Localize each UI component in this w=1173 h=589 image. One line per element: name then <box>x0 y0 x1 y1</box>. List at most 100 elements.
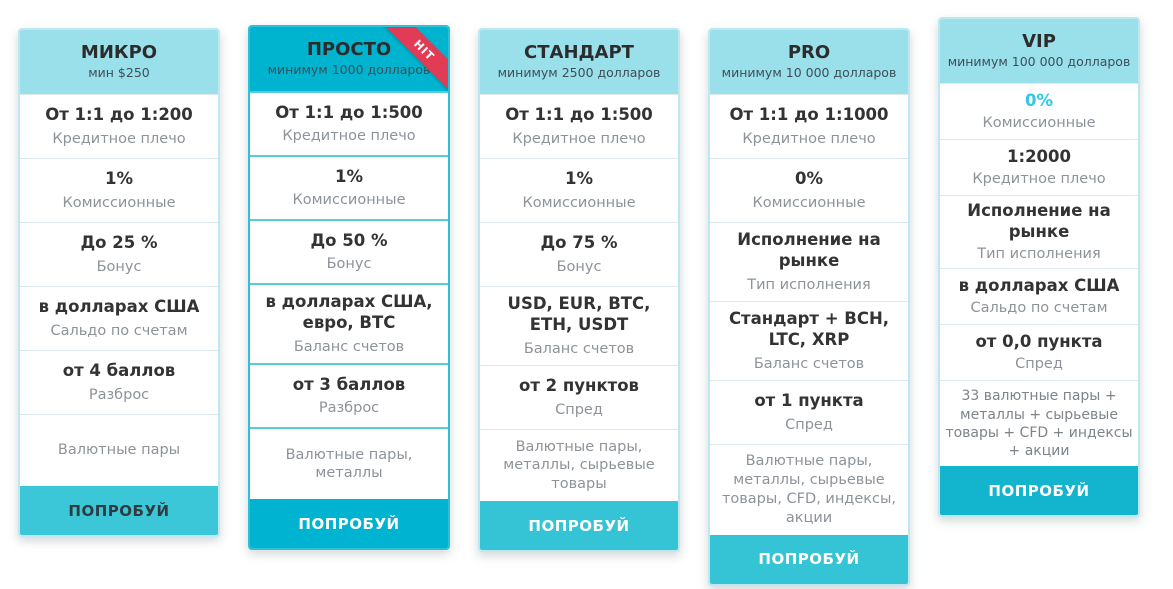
feature-label: Комиссионные <box>752 194 866 211</box>
feature-label: Комиссионные <box>982 114 1096 131</box>
pricing-card-standard: СТАНДАРТ минимум 2500 долларов От 1:1 до… <box>478 28 680 553</box>
feature-row: в долларах США, евро, BTC Баланс счетов <box>250 283 448 363</box>
feature-row: Валютные пары, металлы <box>250 427 448 499</box>
feature-label: Комиссионные <box>292 192 406 209</box>
feature-label: Комиссионные <box>62 194 176 211</box>
feature-label: Валютные пары, металлы, сырьевые товары <box>503 438 655 493</box>
card-header: МИКРО мин $250 <box>20 30 218 95</box>
feature-label: 33 валютные пары + металлы + сырьевые то… <box>945 388 1133 459</box>
feature-value: от 1 пункта <box>754 391 864 411</box>
feature-row: Валютные пары <box>20 414 218 486</box>
feature-value: Стандарт + BCH, LTC, XRP <box>728 309 890 349</box>
try-button[interactable]: ПОПРОБУЙ <box>250 499 448 549</box>
feature-value: От 1:1 до 1:200 <box>45 105 193 125</box>
card-subtitle: минимум 2500 долларов <box>497 65 661 81</box>
card-header: HIT ПРОСТО минимум 1000 долларов <box>250 27 448 92</box>
card-header: СТАНДАРТ минимум 2500 долларов <box>480 30 678 95</box>
feature-row: 1% Комиссионные <box>250 155 448 219</box>
feature-label: Тип исполнения <box>977 245 1101 262</box>
feature-row: в долларах США Сальдо по счетам <box>20 286 218 350</box>
feature-label: Спред <box>1015 355 1063 372</box>
feature-value: 1% <box>334 166 363 186</box>
feature-label: Разброс <box>318 400 380 417</box>
feature-value: в долларах США <box>958 276 1120 296</box>
card-subtitle: минимум 100 000 долларов <box>947 54 1131 70</box>
feature-value: от 2 пунктов <box>519 376 639 396</box>
feature-label: Спред <box>785 416 833 433</box>
feature-value: Исполнение на рынке <box>967 201 1111 241</box>
feature-row: от 1 пункта Спред <box>710 380 908 444</box>
card-subtitle: минимум 1000 долларов <box>267 62 431 78</box>
feature-row: от 2 пунктов Спред <box>480 365 678 429</box>
feature-label: Сальдо по счетам <box>50 322 188 339</box>
feature-label: Кредитное плечо <box>972 170 1106 187</box>
card-header: VIP минимум 100 000 долларов <box>940 19 1138 84</box>
feature-label: Валютные пары, металлы <box>285 446 413 482</box>
feature-row: от 4 баллов Разброс <box>20 350 218 414</box>
card-header: PRO минимум 10 000 долларов <box>710 30 908 95</box>
feature-row: От 1:1 до 1:1000 Кредитное плечо <box>710 94 908 158</box>
feature-value: от 4 баллов <box>62 361 176 381</box>
try-button[interactable]: ПОПРОБУЙ <box>20 486 218 536</box>
feature-row: 0% Комиссионные <box>710 158 908 222</box>
feature-row: от 0,0 пункта Спред <box>940 324 1138 380</box>
feature-value: 1:2000 <box>1006 147 1071 167</box>
feature-value: До 25 % <box>80 233 158 253</box>
pricing-card-prosto: HIT ПРОСТО минимум 1000 долларов От 1:1 … <box>248 25 450 551</box>
pricing-card-micro: МИКРО мин $250 От 1:1 до 1:200 Кредитное… <box>18 28 220 538</box>
feature-label: Валютные пары <box>57 442 181 459</box>
feature-row: До 50 % Бонус <box>250 219 448 283</box>
pricing-card-pro: PRO минимум 10 000 долларов От 1:1 до 1:… <box>708 28 910 586</box>
feature-row: Исполнение на рынке Тип исполнения <box>940 195 1138 268</box>
feature-row: USD, EUR, BTC, ETH, USDT Баланс счетов <box>480 286 678 365</box>
feature-value: От 1:1 до 1:500 <box>505 105 653 125</box>
feature-label: Сальдо по счетам <box>970 299 1108 316</box>
feature-row: в долларах США Сальдо по счетам <box>940 268 1138 324</box>
feature-label: Бонус <box>96 258 142 275</box>
card-title: МИКРО <box>80 42 158 63</box>
feature-value: До 50 % <box>310 230 388 250</box>
feature-label: Баланс счетов <box>753 355 865 372</box>
feature-value: Исполнение на рынке <box>737 230 881 270</box>
feature-value: 0% <box>794 169 823 189</box>
card-title: PRO <box>787 42 831 63</box>
feature-value-highlight: 0% <box>1024 91 1053 111</box>
card-subtitle: мин $250 <box>88 65 150 81</box>
feature-label: Бонус <box>326 256 372 273</box>
card-title: ПРОСТО <box>306 39 392 60</box>
card-title: VIP <box>1022 31 1056 52</box>
feature-row: 1% Комиссионные <box>20 158 218 222</box>
feature-label: Баланс счетов <box>523 340 635 357</box>
feature-row: 1:2000 Кредитное плечо <box>940 139 1138 195</box>
feature-value: 1% <box>564 169 593 189</box>
feature-row: 1% Комиссионные <box>480 158 678 222</box>
feature-value: От 1:1 до 1:1000 <box>729 105 889 125</box>
feature-row: До 25 % Бонус <box>20 222 218 286</box>
feature-label: Кредитное плечо <box>512 130 646 147</box>
feature-value: от 0,0 пункта <box>975 332 1103 352</box>
feature-label: Тип исполнения <box>747 276 871 293</box>
feature-row: 33 валютные пары + металлы + сырьевые то… <box>940 380 1138 466</box>
feature-label: Спред <box>555 401 603 418</box>
feature-row: от 3 баллов Разброс <box>250 363 448 427</box>
feature-label: Валютные пары, металлы, сырьевые товары,… <box>721 453 897 526</box>
try-button[interactable]: ПОПРОБУЙ <box>710 534 908 584</box>
try-button[interactable]: ПОПРОБУЙ <box>480 501 678 551</box>
feature-value: USD, EUR, BTC, ETH, USDT <box>507 294 651 334</box>
feature-row: От 1:1 до 1:500 Кредитное плечо <box>480 94 678 158</box>
feature-label: Разброс <box>88 386 150 403</box>
feature-value: в долларах США, евро, BTC <box>265 292 433 332</box>
feature-value: От 1:1 до 1:500 <box>275 102 423 122</box>
feature-row: Стандарт + BCH, LTC, XRP Баланс счетов <box>710 301 908 380</box>
feature-row: 0% Комиссионные <box>940 83 1138 139</box>
feature-value: от 3 баллов <box>292 374 406 394</box>
feature-value: 1% <box>104 169 133 189</box>
feature-row: Валютные пары, металлы, сырьевые товары,… <box>710 444 908 534</box>
card-title: СТАНДАРТ <box>524 42 634 63</box>
feature-value: в долларах США <box>38 297 200 317</box>
feature-label: Баланс счетов <box>293 338 405 355</box>
feature-row: От 1:1 до 1:500 Кредитное плечо <box>250 91 448 155</box>
try-button[interactable]: ПОПРОБУЙ <box>940 466 1138 516</box>
feature-value: До 75 % <box>540 233 618 253</box>
